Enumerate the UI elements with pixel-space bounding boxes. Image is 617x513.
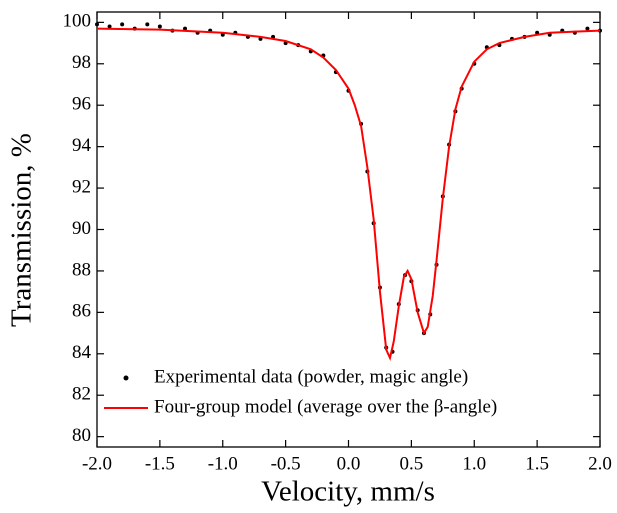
x-tick-label: -1.5 [145,453,175,474]
data-point [107,24,112,29]
y-tick-label: 80 [72,425,91,446]
x-axis-label: Velocity, mm/s [261,476,435,508]
y-tick-label: 84 [72,342,92,363]
y-tick-label: 86 [72,301,91,322]
legend-symbol [123,375,129,381]
y-tick-label: 94 [72,135,92,156]
data-point [157,24,162,29]
fit-line [96,27,601,362]
x-tick-label: 0.5 [400,453,424,474]
x-tick-label: 0.0 [337,453,361,474]
x-tick-label: 2.0 [588,453,612,474]
y-axis-label: Transmission, % [6,133,38,327]
y-tick-label: 100 [63,11,92,32]
data-point [183,26,188,31]
y-tick-label: 96 [72,94,91,115]
legend-label: Experimental data (powder, magic angle) [154,366,468,387]
legend-label: Four-group model (average over the β-ang… [154,396,497,417]
x-tick-label: 1.0 [462,453,486,474]
y-tick-label: 88 [72,259,91,280]
x-tick-label: -0.5 [271,453,301,474]
y-tick-label: 92 [72,176,91,197]
data-point [120,22,125,27]
x-tick-label: 1.5 [525,453,549,474]
y-tick-label: 82 [72,384,91,405]
y-tick-label: 90 [72,218,91,239]
data-point [585,26,590,31]
y-tick-label: 98 [72,52,91,73]
data-point [95,22,99,27]
x-tick-label: -1.0 [208,453,238,474]
x-tick-label: -2.0 [82,453,112,474]
data-point [145,22,150,27]
